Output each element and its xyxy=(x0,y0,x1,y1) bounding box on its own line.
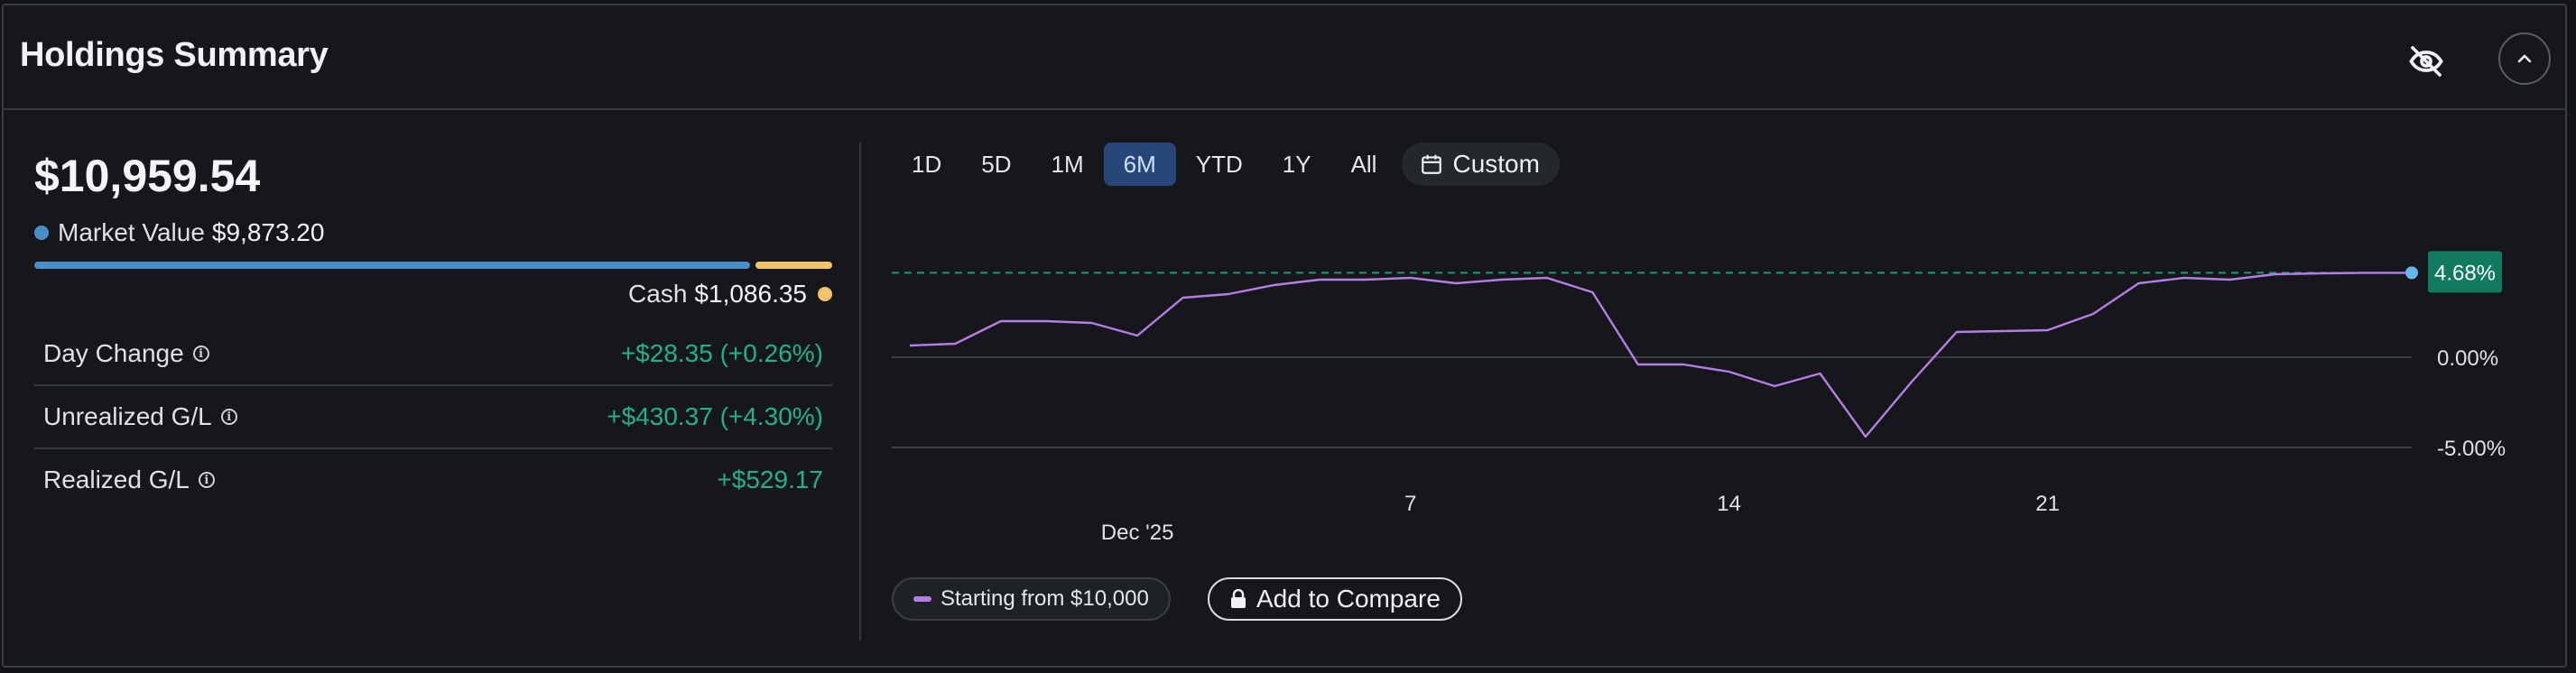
range-5d-button[interactable]: 5D xyxy=(981,150,1012,178)
collapse-button[interactable] xyxy=(2498,32,2551,85)
custom-range-label: Custom xyxy=(1452,150,1540,178)
unrealized-gl-value: +$430.37 (+4.30%) xyxy=(607,402,823,430)
range-1y-button[interactable]: 1Y xyxy=(1282,150,1311,178)
time-range-selector: 1D 5D 1M 6M YTD 1Y All Custom xyxy=(892,141,1560,188)
performance-chart: 0.00% -5.00% 4.68% Dec '25 7 14 21 xyxy=(892,251,2506,545)
day-change-row: Day Change i +$28.35 (+0.26%) xyxy=(34,323,832,386)
unrealized-gl-row: Unrealized G/L i +$430.37 (+4.30%) xyxy=(34,386,832,449)
realized-gl-value: +$529.17 xyxy=(717,466,823,493)
add-to-compare-button[interactable]: Add to Compare xyxy=(1208,577,1462,621)
day-change-label: Day Change xyxy=(43,339,184,367)
info-icon[interactable]: i xyxy=(192,346,209,362)
y-tick-label: 0.00% xyxy=(2437,346,2498,371)
range-all-button[interactable]: All xyxy=(1350,150,1377,178)
series-line xyxy=(909,272,2412,438)
gain-loss-table: Day Change i +$28.35 (+0.26%) Unrealized… xyxy=(34,323,832,512)
realized-gl-row: Realized G/L i +$529.17 xyxy=(34,449,832,512)
series-legend-label: Starting from $10,000 xyxy=(941,586,1149,611)
info-icon[interactable]: i xyxy=(198,472,215,488)
cash-label: Cash xyxy=(628,280,688,308)
allocation-bar xyxy=(34,262,832,269)
unrealized-gl-label: Unrealized G/L xyxy=(43,402,212,430)
market-value-dot xyxy=(34,226,49,240)
realized-gl-label: Realized G/L xyxy=(43,466,190,493)
current-value-label: 4.68% xyxy=(2434,261,2496,285)
panel-title: Holdings Summary xyxy=(20,36,329,74)
y-tick-label: -5.00% xyxy=(2437,437,2506,461)
current-value-badge xyxy=(2428,251,2502,293)
cash-row: Cash $1,086.35 xyxy=(628,280,832,309)
allocation-bar-cash xyxy=(755,262,832,269)
market-value-label: Market Value xyxy=(58,218,205,246)
cash-value: $1,086.35 xyxy=(694,280,807,308)
range-1d-button[interactable]: 1D xyxy=(912,150,942,178)
range-1m-button[interactable]: 1M xyxy=(1051,150,1084,178)
market-value: $9,873.20 xyxy=(211,218,325,246)
x-tick-label: 14 xyxy=(1717,492,1741,516)
info-icon[interactable]: i xyxy=(220,409,237,425)
total-value: $10,959.54 xyxy=(34,151,261,201)
lock-icon xyxy=(1231,589,1246,608)
chevron-up-icon xyxy=(2517,54,2532,63)
x-tick-label: Dec '25 xyxy=(1101,521,1174,545)
calendar-icon xyxy=(1422,154,1442,174)
series-endpoint xyxy=(2405,266,2418,280)
day-change-value: +$28.35 (+0.26%) xyxy=(620,339,823,367)
series-legend-pill: Starting from $10,000 xyxy=(892,577,1171,621)
eye-slash-icon xyxy=(2409,46,2443,77)
hide-values-button[interactable] xyxy=(2405,40,2448,83)
panel-header: Holdings Summary xyxy=(4,5,2565,110)
custom-range-button[interactable]: Custom xyxy=(1402,143,1560,186)
add-to-compare-label: Add to Compare xyxy=(1256,585,1441,613)
holdings-summary-panel: Holdings Summary $10,959.54 Market Value… xyxy=(2,4,2567,668)
market-value-row: Market Value $9,873.20 xyxy=(34,218,324,247)
allocation-bar-market-value xyxy=(34,262,750,269)
cash-dot xyxy=(818,287,832,301)
section-divider xyxy=(859,143,861,641)
series-swatch xyxy=(913,596,931,602)
range-ytd-button[interactable]: YTD xyxy=(1195,150,1243,178)
range-6m-button[interactable]: 6M xyxy=(1103,143,1176,186)
x-tick-label: 7 xyxy=(1404,492,1416,516)
x-tick-label: 21 xyxy=(2035,492,2060,516)
